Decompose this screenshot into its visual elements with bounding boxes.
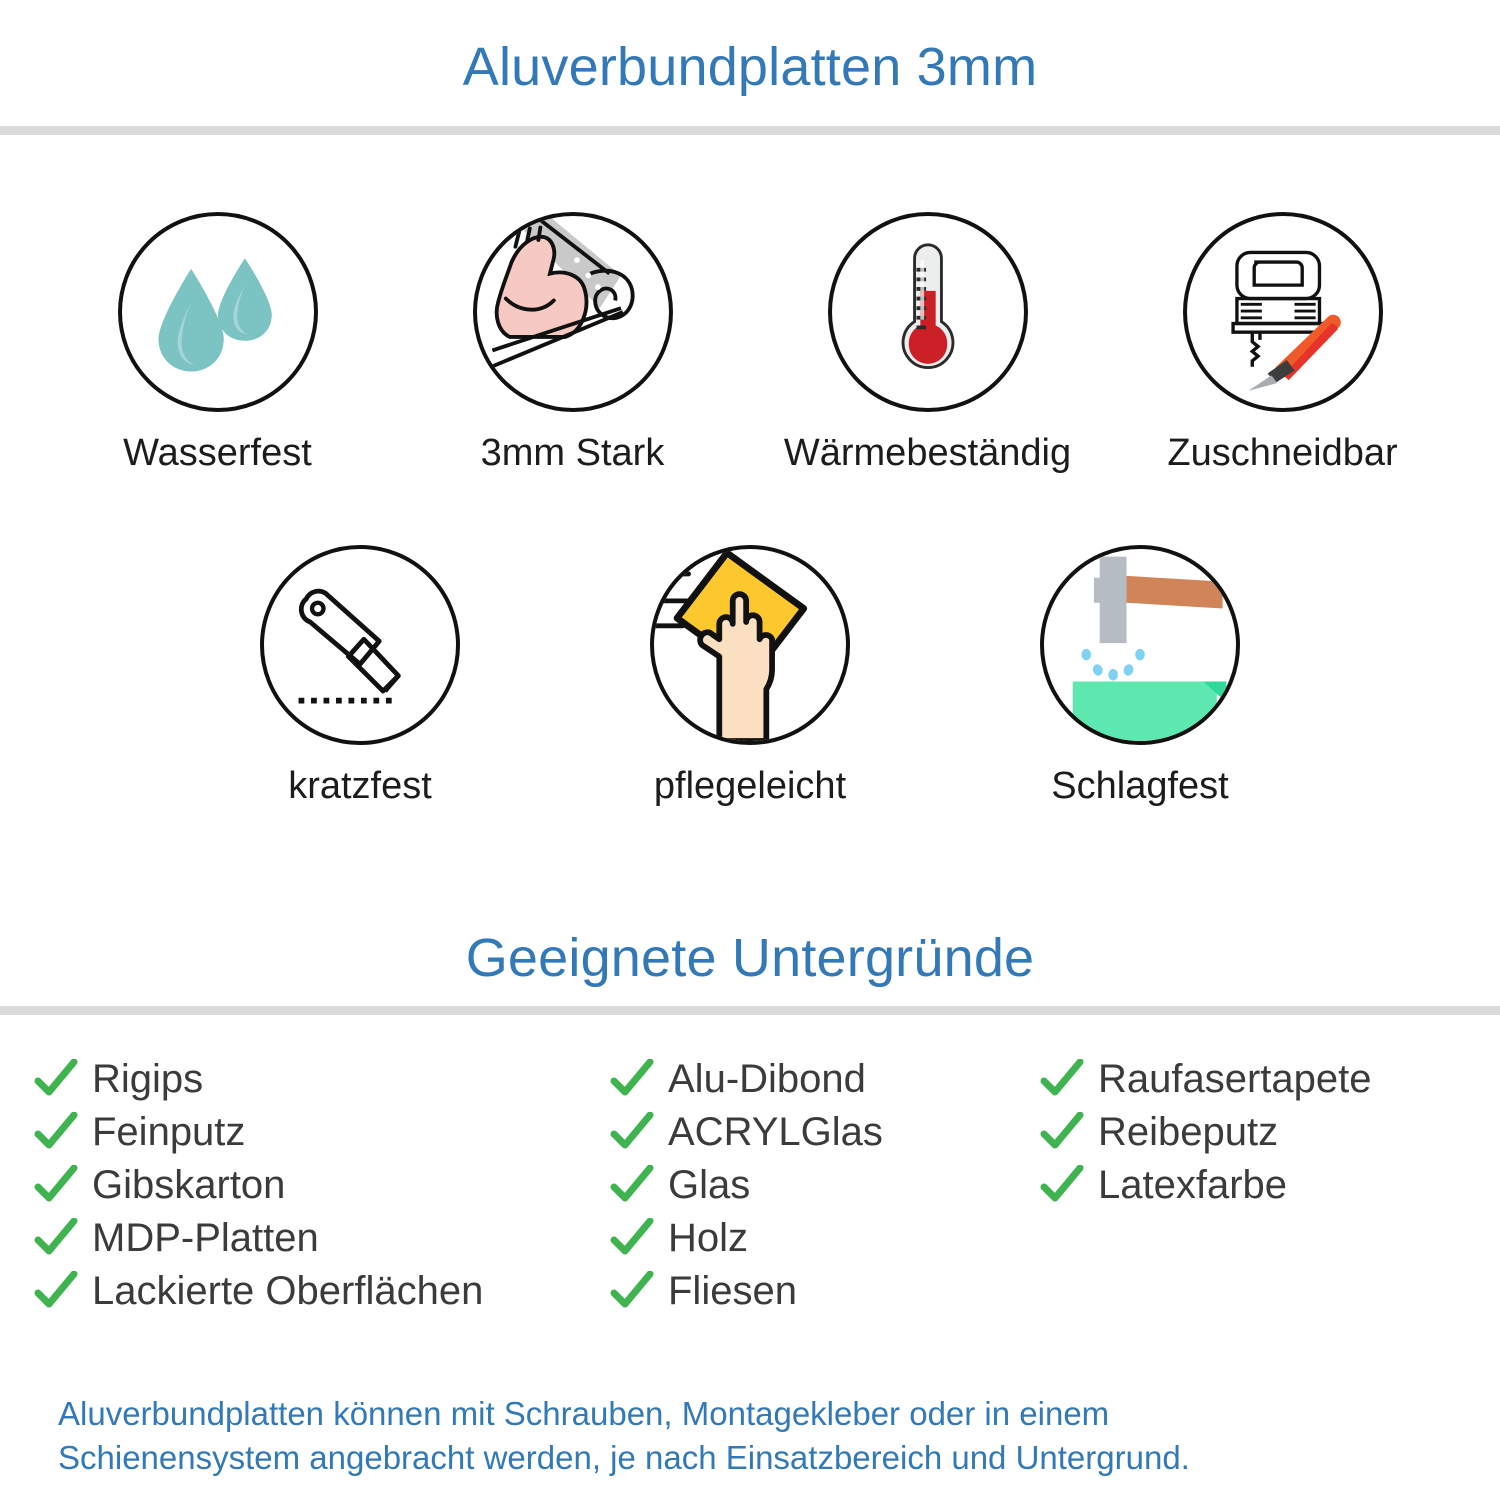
check-icon <box>34 1217 78 1258</box>
check-icon <box>610 1111 654 1152</box>
check-icon <box>34 1058 78 1099</box>
feature-label: kratzfest <box>288 765 432 807</box>
feature-pflegeleicht: pflegeleicht <box>555 545 945 809</box>
cutter-knife-scratch-icon <box>260 545 460 745</box>
feature-label: Wärmebeständig <box>783 432 1072 474</box>
checklist-column: Alu-Dibond ACRYLGlas Glas Holz Fliesen <box>610 1052 1040 1317</box>
feature-label: pflegeleicht <box>653 765 847 807</box>
list-item-label: Raufasertapete <box>1098 1056 1372 1101</box>
check-icon <box>1040 1058 1084 1099</box>
mounting-note: Aluverbundplatten können mit Schrauben, … <box>58 1392 1458 1480</box>
list-item: Glas <box>610 1158 1040 1211</box>
list-item: Gibskarton <box>34 1158 610 1211</box>
list-item-label: MDP-Platten <box>92 1215 319 1260</box>
feature-schlagfest: Schlagfest <box>945 545 1335 809</box>
divider-bottom <box>0 1006 1500 1015</box>
list-item-label: Gibskarton <box>92 1162 286 1207</box>
check-icon <box>610 1270 654 1311</box>
check-icon <box>34 1164 78 1205</box>
check-icon <box>610 1058 654 1099</box>
checklist-column: Raufasertapete Reibeputz Latexfarbe <box>1040 1052 1460 1211</box>
divider-top <box>0 126 1500 135</box>
feature-kratzfest: kratzfest <box>165 545 555 809</box>
list-item: MDP-Platten <box>34 1211 610 1264</box>
feature-label: Wasserfest <box>123 432 312 474</box>
feature-3mm-stark: 3mm Stark <box>395 212 750 476</box>
list-item: Rigips <box>34 1052 610 1105</box>
list-item: ACRYLGlas <box>610 1105 1040 1158</box>
water-drops-icon <box>117 212 318 412</box>
mounting-note-line-1: Aluverbundplatten können mit Schrauben, … <box>58 1395 1110 1432</box>
list-item: Holz <box>610 1211 1040 1264</box>
feature-row-top: Wasserfest 3mm Stark <box>0 212 1500 476</box>
suitable-surfaces-checklist: Rigips Feinputz Gibskarton MDP-Platten L… <box>0 1052 1500 1317</box>
list-item: Lackierte Oberflächen <box>34 1264 610 1317</box>
check-icon <box>1040 1164 1084 1205</box>
section-title-untergruende: Geeignete Untergründe <box>465 928 1035 988</box>
check-icon <box>610 1164 654 1205</box>
flexed-arm-icon <box>472 212 673 412</box>
feature-row-bottom: kratzfest pflegeleicht <box>0 545 1500 809</box>
mounting-note-line-2: Schienensystem angebracht werden, je nac… <box>58 1439 1190 1476</box>
hammer-impact-icon <box>1040 545 1240 745</box>
list-item: Raufasertapete <box>1040 1052 1460 1105</box>
feature-zuschneidbar: Zuschneidbar <box>1105 212 1460 476</box>
page-title: Aluverbundplatten 3mm <box>462 37 1038 97</box>
check-icon <box>34 1111 78 1152</box>
hand-cloth-wipe-icon <box>650 545 850 745</box>
list-item: Feinputz <box>34 1105 610 1158</box>
list-item-label: Reibeputz <box>1098 1109 1279 1154</box>
list-item-label: Alu-Dibond <box>668 1056 866 1101</box>
list-item-label: Rigips <box>92 1056 204 1101</box>
feature-label: Schlagfest <box>1051 765 1229 807</box>
feature-label: Zuschneidbar <box>1167 432 1398 474</box>
list-item: Latexfarbe <box>1040 1158 1460 1211</box>
list-item: Alu-Dibond <box>610 1052 1040 1105</box>
feature-label: 3mm Stark <box>480 432 665 474</box>
check-icon <box>610 1217 654 1258</box>
thermometer-icon <box>827 212 1028 412</box>
check-icon <box>1040 1111 1084 1152</box>
list-item-label: Glas <box>668 1162 751 1207</box>
list-item-label: Lackierte Oberflächen <box>92 1268 484 1313</box>
feature-wasserfest: Wasserfest <box>40 212 395 476</box>
feature-waermebestaendig: Wärmebeständig <box>750 212 1105 476</box>
list-item-label: Fliesen <box>668 1268 797 1313</box>
check-icon <box>34 1270 78 1311</box>
list-item-label: Holz <box>668 1215 749 1260</box>
list-item: Reibeputz <box>1040 1105 1460 1158</box>
list-item-label: ACRYLGlas <box>668 1109 883 1154</box>
list-item-label: Feinputz <box>92 1109 246 1154</box>
jigsaw-knife-icon <box>1182 212 1383 412</box>
checklist-column: Rigips Feinputz Gibskarton MDP-Platten L… <box>0 1052 610 1317</box>
list-item: Fliesen <box>610 1264 1040 1317</box>
list-item-label: Latexfarbe <box>1098 1162 1288 1207</box>
